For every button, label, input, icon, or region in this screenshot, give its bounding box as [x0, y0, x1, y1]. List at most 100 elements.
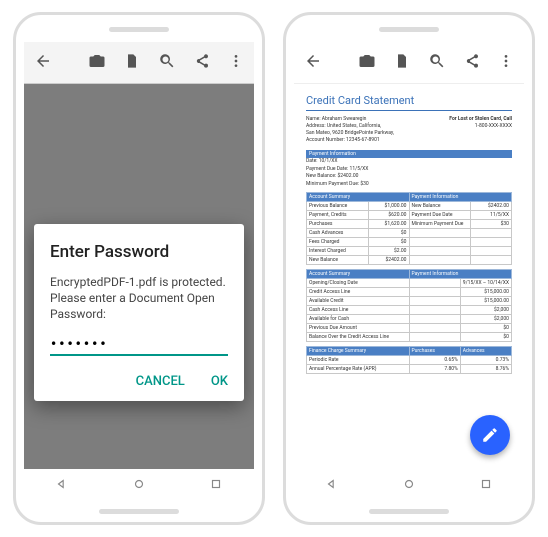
payment-rows: Date: 10/1/XX Payment Due Date: 11/5/XX … — [306, 158, 512, 188]
cancel-button[interactable]: CANCEL — [136, 374, 185, 389]
table-cell: Cash Advances — [307, 229, 369, 238]
table-cell — [471, 229, 512, 238]
search-icon[interactable] — [428, 52, 446, 74]
doc-info: Name: Abraham Swearegin Address: United … — [306, 116, 512, 144]
table-cell: $0 — [460, 324, 511, 333]
android-navbar — [294, 469, 524, 501]
payment-section: Payment Information — [306, 150, 512, 158]
password-input[interactable] — [50, 334, 228, 356]
toolbar — [24, 42, 254, 84]
table-cell: Credit Access Line — [307, 288, 410, 297]
info-address: Address: United States, California, — [306, 123, 394, 130]
nav-recent-icon[interactable] — [209, 476, 223, 495]
table-cell — [409, 256, 471, 265]
table-cell: Balance Over the Credit Access Line — [307, 333, 410, 342]
table-cell: New Balance — [409, 202, 471, 211]
table-cell: Payment Due Date — [409, 211, 471, 220]
table-cell: $30 — [471, 220, 512, 229]
document-dimmed: Enter Password EncryptedPDF-1.pdf is pro… — [24, 84, 254, 469]
table-cell: Available Credit — [307, 297, 410, 306]
ok-button[interactable]: OK — [211, 374, 228, 389]
table-cell: 0.65% — [409, 356, 460, 365]
table-cell: $2,000 — [460, 315, 511, 324]
table-cell — [409, 279, 460, 288]
table-cell — [409, 297, 460, 306]
table-cell — [471, 238, 512, 247]
android-navbar — [24, 469, 254, 501]
camera-icon[interactable] — [88, 52, 106, 74]
table-cell: 8.76% — [460, 365, 511, 374]
table-cell: Previous Due Amount — [307, 324, 410, 333]
table-cell: 0.73% — [460, 356, 511, 365]
table-cell — [409, 324, 460, 333]
password-dialog: Enter Password EncryptedPDF-1.pdf is pro… — [34, 224, 244, 401]
pay-row: Payment Due Date: 11/5/XX — [306, 166, 512, 174]
table-cell: Periodic Rate — [307, 356, 410, 365]
table-cell — [409, 238, 471, 247]
t1-body: Previous Balance$1,000.00New Balance$240… — [307, 202, 512, 265]
table-cell: Minimum Payment Due — [409, 220, 471, 229]
table-cell: 11/5/XX — [471, 211, 512, 220]
table-cell: Purchases — [307, 220, 369, 229]
table-cell: $2.00 — [368, 247, 409, 256]
table-cell: Cash Access Line — [307, 306, 410, 315]
edit-fab[interactable] — [470, 415, 510, 455]
dialog-title: Enter Password — [50, 242, 228, 262]
table-cell — [409, 315, 460, 324]
search-icon[interactable] — [158, 52, 176, 74]
lost-phone: 1-800-XXX-XXXX — [449, 123, 512, 130]
table-cell — [409, 306, 460, 315]
th: Payment Information — [409, 193, 512, 202]
home-indicator — [99, 509, 179, 514]
table-cell: $2402.00 — [471, 202, 512, 211]
table-cell: Available for Cash — [307, 315, 410, 324]
nav-back-icon[interactable] — [55, 476, 69, 495]
back-icon[interactable] — [304, 52, 322, 74]
toolbar — [294, 42, 524, 84]
table-cell: Previous Balance — [307, 202, 369, 211]
phone-left: Enter Password EncryptedPDF-1.pdf is pro… — [13, 12, 265, 525]
table-cell: $2402.00 — [368, 256, 409, 265]
table-cell — [471, 256, 512, 265]
back-icon[interactable] — [34, 52, 52, 74]
table-cell — [409, 247, 471, 256]
share-icon[interactable] — [194, 53, 210, 73]
overflow-icon[interactable] — [228, 53, 244, 73]
doc-title: Credit Card Statement — [306, 94, 512, 111]
th: Purchases — [409, 347, 460, 356]
table-cell: $15,000.00 — [460, 288, 511, 297]
overflow-icon[interactable] — [498, 53, 514, 73]
nav-home-icon[interactable] — [132, 476, 146, 495]
th: Finance Charge Summary — [307, 347, 410, 356]
file-icon[interactable] — [394, 53, 410, 73]
table-cell: Fees Charged — [307, 238, 369, 247]
document-view[interactable]: Credit Card Statement Name: Abraham Swea… — [294, 84, 524, 469]
nav-recent-icon[interactable] — [479, 476, 493, 495]
table-cell: $2,000 — [460, 306, 511, 315]
screen-left: Enter Password EncryptedPDF-1.pdf is pro… — [24, 42, 254, 501]
dialog-message: EncryptedPDF-1.pdf is protected. Please … — [50, 274, 228, 323]
share-icon[interactable] — [464, 53, 480, 73]
table-cell: $0 — [460, 333, 511, 342]
screen-right: Credit Card Statement Name: Abraham Swea… — [294, 42, 524, 501]
table-cell: Interest Charged — [307, 247, 369, 256]
nav-home-icon[interactable] — [402, 476, 416, 495]
phone-right: Credit Card Statement Name: Abraham Swea… — [283, 12, 535, 525]
pay-row: Date: 10/1/XX — [306, 158, 512, 166]
file-icon[interactable] — [124, 53, 140, 73]
t3-body: Periodic Rate0.65%0.73%Annual Percentage… — [307, 356, 512, 374]
camera-icon[interactable] — [358, 52, 376, 74]
th: Payment Information — [409, 270, 512, 279]
table-cell: Opening/Closing Date — [307, 279, 410, 288]
table-cell — [409, 333, 460, 342]
t2-body: Opening/Closing Date 9/15/XX – 10/14/XX Cr… — [307, 279, 512, 342]
table-cell — [471, 247, 512, 256]
table-summary-1: Account SummaryPayment Information Previ… — [306, 192, 512, 265]
table-cell: $0 — [368, 238, 409, 247]
table-cell: $0 — [368, 229, 409, 238]
table-cell: $620.00 — [368, 211, 409, 220]
table-cell: 9/15/XX – 10/14/XX — [460, 279, 511, 288]
th: Account Summary — [307, 193, 410, 202]
nav-back-icon[interactable] — [325, 476, 339, 495]
th: Advances — [460, 347, 511, 356]
